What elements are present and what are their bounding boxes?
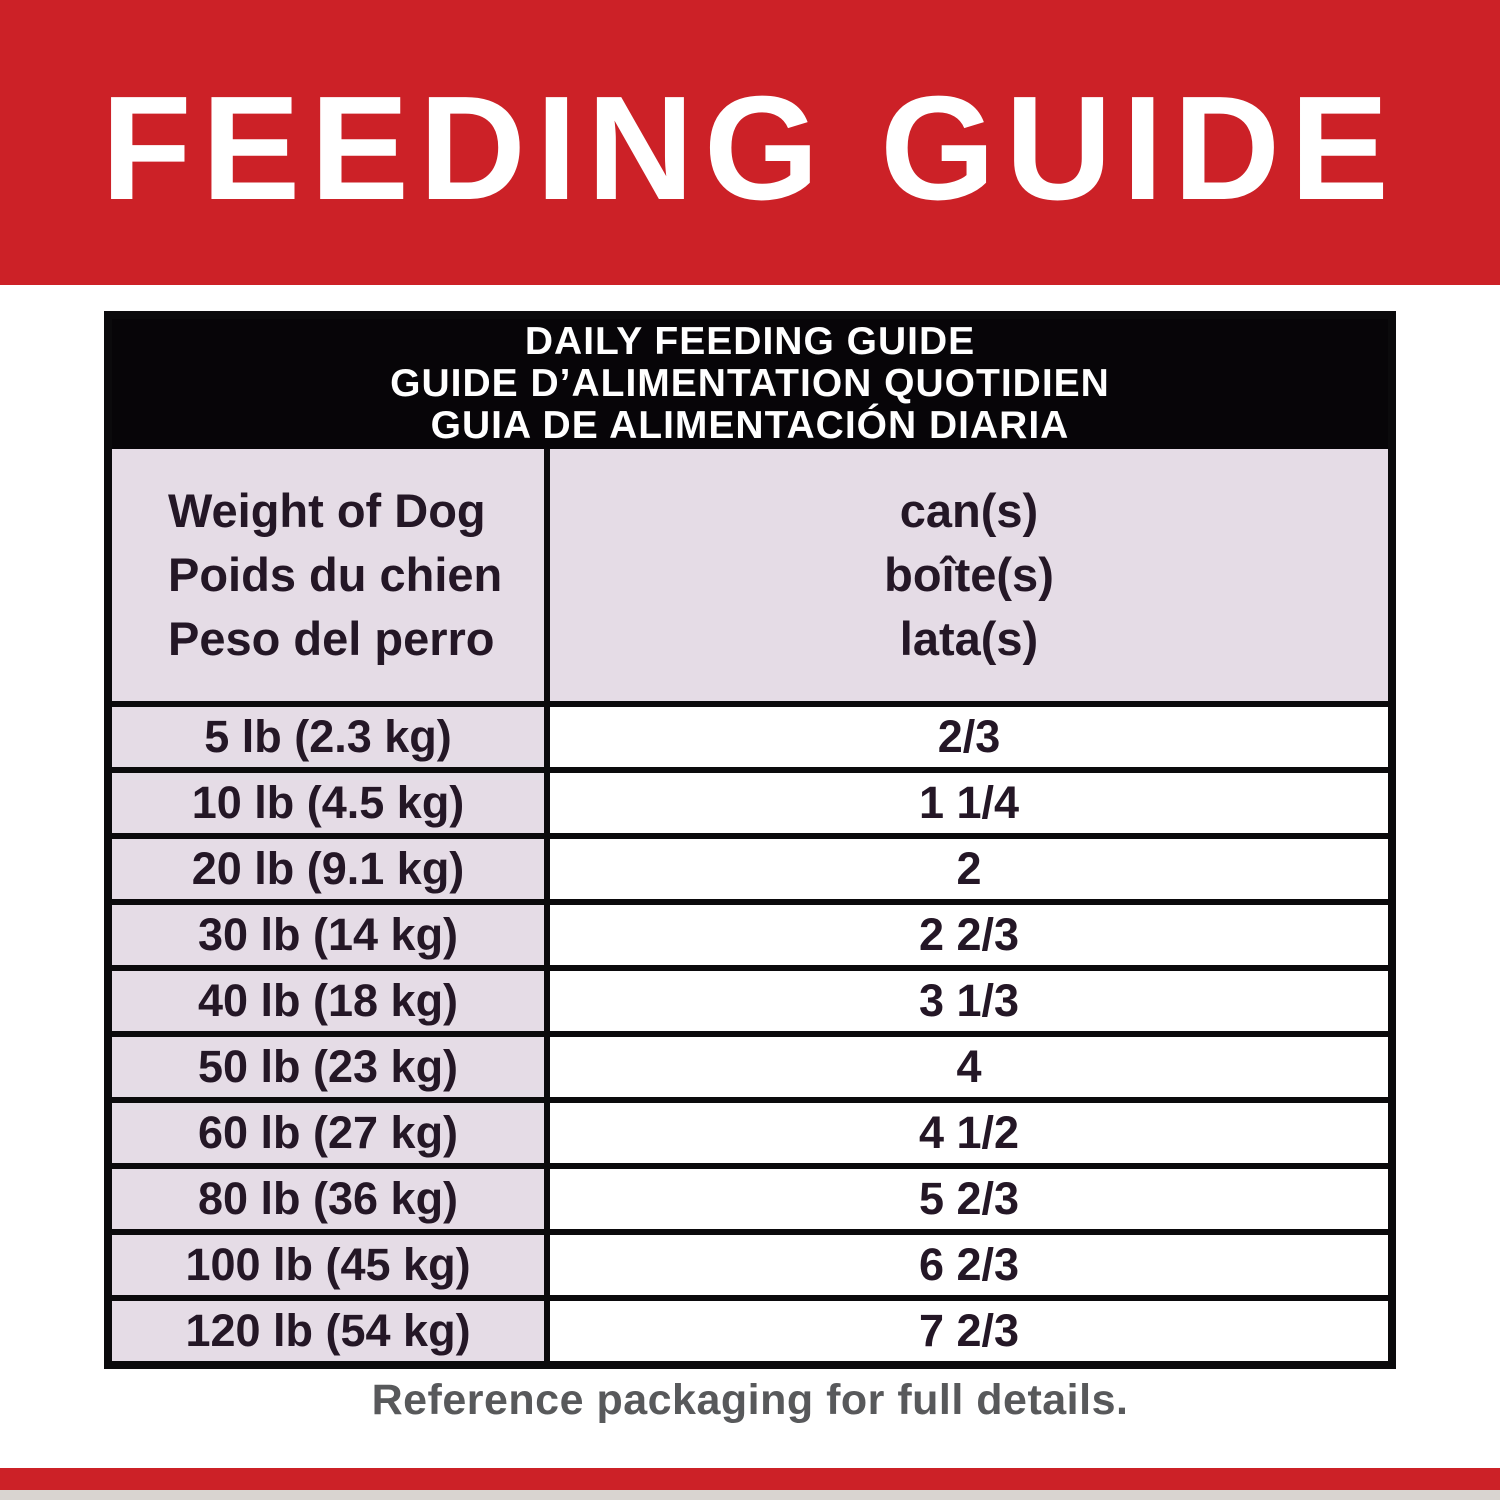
table-body: 5 lb (2.3 kg) 2/3 10 lb (4.5 kg) 1 1/4 2…: [112, 701, 1388, 1361]
cans-header-en: can(s): [899, 484, 1039, 537]
banner: FEEDING GUIDE: [0, 0, 1500, 285]
cans-cell: 1 1/4: [550, 773, 1388, 833]
cans-cell: 2: [550, 839, 1388, 899]
table-title-line-es: GUIA DE ALIMENTACIÓN DIARIA: [430, 404, 1070, 447]
cans-cell: 3 1/3: [550, 971, 1388, 1031]
table-row: 50 lb (23 kg) 4: [112, 1031, 1388, 1097]
table-title-line-fr: GUIDE D’ALIMENTATION QUOTIDIEN: [390, 362, 1110, 405]
weight-cell: 50 lb (23 kg): [112, 1037, 550, 1097]
bottom-red-band: [0, 1468, 1500, 1490]
weight-header-cell: Weight of Dog Poids du chien Peso del pe…: [112, 449, 550, 701]
cans-cell: 2/3: [550, 707, 1388, 767]
weight-cell: 60 lb (27 kg): [112, 1103, 550, 1163]
cans-cell: 7 2/3: [550, 1301, 1388, 1361]
reference-note: Reference packaging for full details.: [371, 1376, 1129, 1424]
table-title-line-en: DAILY FEEDING GUIDE: [524, 320, 976, 363]
weight-cell: 5 lb (2.3 kg): [112, 707, 550, 767]
table-row: 120 lb (54 kg) 7 2/3: [112, 1295, 1388, 1361]
weight-cell: 30 lb (14 kg): [112, 905, 550, 965]
banner-title: FEEDING GUIDE: [101, 65, 1399, 231]
table-row: 5 lb (2.3 kg) 2/3: [112, 701, 1388, 767]
weight-cell: 20 lb (9.1 kg): [112, 839, 550, 899]
cans-cell: 6 2/3: [550, 1235, 1388, 1295]
bottom-gray-strip: [0, 1490, 1500, 1500]
table-row: 60 lb (27 kg) 4 1/2: [112, 1097, 1388, 1163]
weight-cell: 100 lb (45 kg): [112, 1235, 550, 1295]
weight-header-es: Peso del perro: [168, 612, 495, 665]
cans-header-fr: boîte(s): [884, 548, 1054, 601]
cans-cell: 4: [550, 1037, 1388, 1097]
cans-header-es: lata(s): [899, 612, 1039, 665]
weight-header-fr: Poids du chien: [168, 548, 503, 601]
table-header-row: Weight of Dog Poids du chien Peso del pe…: [112, 449, 1388, 701]
cans-header-cell: can(s) boîte(s) lata(s): [550, 449, 1388, 701]
table-row: 100 lb (45 kg) 6 2/3: [112, 1229, 1388, 1295]
table-title: DAILY FEEDING GUIDE GUIDE D’ALIMENTATION…: [112, 319, 1388, 449]
weight-cell: 40 lb (18 kg): [112, 971, 550, 1031]
weight-cell: 120 lb (54 kg): [112, 1301, 550, 1361]
table-row: 80 lb (36 kg) 5 2/3: [112, 1163, 1388, 1229]
table-row: 30 lb (14 kg) 2 2/3: [112, 899, 1388, 965]
cans-cell: 2 2/3: [550, 905, 1388, 965]
cans-cell: 5 2/3: [550, 1169, 1388, 1229]
weight-cell: 10 lb (4.5 kg): [112, 773, 550, 833]
weight-header-en: Weight of Dog: [168, 484, 486, 537]
cans-cell: 4 1/2: [550, 1103, 1388, 1163]
table-row: 40 lb (18 kg) 3 1/3: [112, 965, 1388, 1031]
feeding-table: DAILY FEEDING GUIDE GUIDE D’ALIMENTATION…: [104, 311, 1396, 1369]
weight-cell: 80 lb (36 kg): [112, 1169, 550, 1229]
table-row: 10 lb (4.5 kg) 1 1/4: [112, 767, 1388, 833]
table-row: 20 lb (9.1 kg) 2: [112, 833, 1388, 899]
